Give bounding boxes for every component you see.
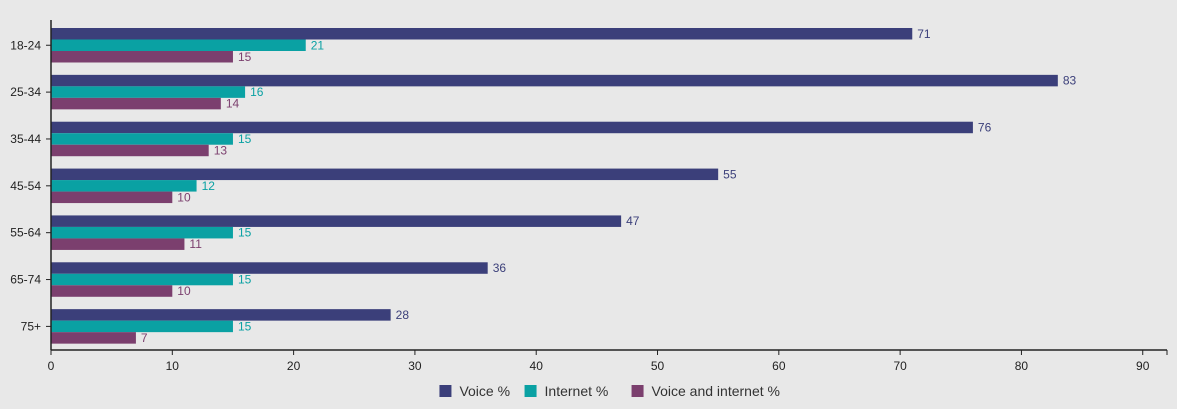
- bar-voice--25-34: [51, 74, 1058, 87]
- bar-voice-and-internet--35-44: [51, 144, 209, 157]
- legend: Voice % Internet % Voice and internet %: [439, 383, 780, 399]
- legend-label: Voice and internet %: [652, 383, 780, 399]
- bar-value-label: 21: [311, 38, 325, 52]
- bar-voice--45-54: [51, 168, 719, 181]
- bar-internet--55-64: [51, 226, 233, 239]
- bar-voice-and-internet--65-74: [51, 285, 173, 297]
- bar-internet--45-54: [51, 180, 197, 192]
- x-axis: 0 10 20 30 40 50 60 70 80 90: [48, 349, 1168, 373]
- bar-value-label: 83: [1063, 74, 1077, 88]
- bar-voice-and-internet--25-34: [51, 97, 221, 110]
- bar-value-label: 15: [238, 132, 252, 146]
- bar-value-label: 16: [250, 85, 264, 99]
- bar-voice-and-internet--45-54: [51, 191, 173, 204]
- x-tick-label: 30: [408, 359, 422, 373]
- x-tick-label: 40: [530, 359, 544, 373]
- bar-internet--65-74: [51, 273, 233, 286]
- x-tick-label: 70: [893, 359, 907, 373]
- bar-value-label: 15: [238, 273, 252, 287]
- bar-value-label: 55: [723, 167, 737, 181]
- y-tick-label: 18-24: [10, 38, 41, 52]
- value-labels-group: 71 21 15 83 16 14 76 15 13 55 12 10 47 15 11 36 15 10 28 15…: [141, 27, 1077, 345]
- x-tick-label: 50: [651, 359, 665, 373]
- bar-voice--18-24: [51, 28, 913, 40]
- bar-internet--35-44: [51, 133, 233, 145]
- bar-voice-and-internet--18-24: [51, 51, 233, 63]
- y-tick-label: 45-54: [10, 179, 41, 193]
- bar-internet--75+: [51, 320, 233, 333]
- bar-voice--35-44: [51, 121, 973, 134]
- legend-label: Voice %: [459, 383, 510, 399]
- bar-voice--55-64: [51, 215, 622, 227]
- bar-value-label: 12: [202, 179, 216, 193]
- bar-value-label: 15: [238, 319, 252, 333]
- x-tick-label: 60: [772, 359, 786, 373]
- bar-value-label: 10: [177, 284, 191, 298]
- bar-voice-and-internet--55-64: [51, 238, 185, 250]
- y-tick-label: 65-74: [10, 273, 41, 287]
- x-tick-label: 90: [1136, 359, 1150, 373]
- legend-swatch: [631, 385, 644, 397]
- bar-value-label: 15: [238, 226, 252, 240]
- bar-value-label: 10: [177, 190, 191, 204]
- legend-swatch: [524, 385, 537, 397]
- bar-value-label: 7: [141, 331, 148, 345]
- y-tick-label: 55-64: [10, 226, 41, 240]
- x-tick-label: 20: [287, 359, 301, 373]
- bar-voice--75+: [51, 309, 391, 321]
- y-tick-label: 35-44: [10, 132, 41, 146]
- bar-value-label: 28: [396, 308, 410, 322]
- bar-value-label: 47: [626, 214, 640, 228]
- bar-value-label: 14: [226, 97, 240, 111]
- bar-value-label: 15: [238, 50, 252, 64]
- bar-value-label: 13: [214, 143, 228, 157]
- y-tick-label: 75+: [21, 319, 41, 333]
- bar-voice-and-internet--75+: [51, 332, 136, 344]
- bar-value-label: 76: [978, 120, 992, 134]
- legend-label: Internet %: [545, 383, 609, 399]
- bar-internet--25-34: [51, 86, 246, 98]
- x-tick-label: 0: [48, 359, 55, 373]
- legend-swatch: [439, 385, 452, 397]
- x-tick-label: 10: [166, 359, 180, 373]
- x-tick-label: 80: [1015, 359, 1029, 373]
- y-axis: 18-24 25-34 35-44 45-54 55-64 65-74 75+: [10, 20, 52, 350]
- bar-value-label: 11: [189, 237, 202, 251]
- bar-value-label: 36: [493, 261, 507, 275]
- bar-internet--18-24: [51, 39, 306, 51]
- bar-value-label: 71: [917, 27, 931, 41]
- y-tick-label: 25-34: [10, 85, 41, 99]
- bars-group: [51, 28, 1058, 344]
- bar-voice--65-74: [51, 262, 488, 274]
